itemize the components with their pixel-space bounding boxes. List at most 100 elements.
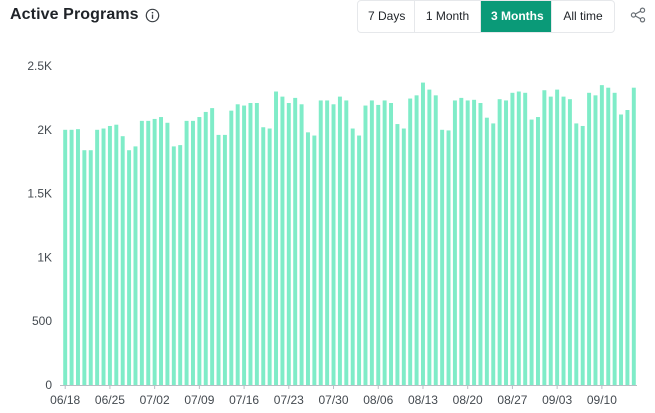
bar[interactable] (293, 97, 298, 386)
range-all-time-button[interactable]: All time (563, 9, 603, 23)
bar[interactable] (446, 130, 451, 385)
info-circle-icon[interactable] (145, 8, 160, 23)
bar[interactable] (414, 95, 419, 385)
bar[interactable] (139, 120, 144, 386)
y-tick-label: 1.5K (27, 187, 52, 201)
bar[interactable] (159, 117, 164, 385)
bar[interactable] (305, 132, 310, 385)
bar[interactable] (433, 95, 438, 385)
bar[interactable] (82, 150, 87, 385)
bar[interactable] (548, 96, 553, 385)
bar[interactable] (555, 89, 560, 386)
bar[interactable] (478, 103, 483, 385)
bar[interactable] (376, 104, 381, 386)
bar[interactable] (523, 92, 528, 386)
bar[interactable] (222, 134, 227, 385)
bar[interactable] (299, 104, 304, 385)
bar[interactable] (427, 89, 432, 386)
bar[interactable] (580, 125, 585, 385)
bar[interactable] (408, 98, 413, 385)
bar[interactable] (363, 105, 368, 385)
range-7-days-button[interactable]: 7 Days (358, 1, 415, 32)
bar[interactable] (254, 103, 259, 385)
bar[interactable] (420, 82, 425, 385)
bar[interactable] (165, 122, 170, 385)
bar[interactable] (459, 97, 464, 386)
bar[interactable] (529, 119, 534, 385)
share-icon[interactable] (630, 7, 646, 23)
bar[interactable] (357, 135, 362, 385)
bar[interactable] (248, 103, 253, 385)
bar[interactable] (382, 100, 387, 385)
bar[interactable] (63, 129, 68, 385)
bar[interactable] (535, 117, 540, 385)
bar[interactable] (133, 146, 138, 385)
bar[interactable] (229, 110, 234, 385)
bar[interactable] (184, 120, 189, 386)
bar[interactable] (350, 128, 355, 385)
bar[interactable] (516, 91, 521, 385)
bar[interactable] (203, 111, 208, 385)
bar[interactable] (171, 146, 176, 385)
bar[interactable] (280, 96, 285, 385)
bar[interactable] (146, 120, 151, 386)
bar[interactable] (120, 136, 125, 385)
bar[interactable] (389, 103, 394, 385)
x-tick-label: 07/30 (319, 393, 349, 407)
bar[interactable] (452, 100, 457, 385)
bar[interactable] (504, 100, 509, 385)
bar[interactable] (152, 118, 157, 385)
bar[interactable] (242, 105, 247, 385)
bar[interactable] (510, 92, 515, 386)
bar[interactable] (267, 128, 272, 385)
bar[interactable] (101, 128, 106, 385)
bar[interactable] (599, 85, 604, 385)
bar[interactable] (331, 104, 336, 385)
bar[interactable] (491, 123, 496, 386)
bar[interactable] (197, 117, 202, 385)
bar[interactable] (472, 99, 477, 385)
bar[interactable] (190, 120, 195, 386)
bar[interactable] (369, 100, 374, 385)
bar[interactable] (587, 92, 592, 386)
bar[interactable] (210, 108, 215, 386)
bar[interactable] (337, 96, 342, 385)
bar[interactable] (318, 100, 323, 385)
bar[interactable] (261, 127, 266, 385)
bar[interactable] (325, 100, 330, 385)
bar[interactable] (216, 134, 221, 385)
x-tick-label: 07/02 (140, 393, 170, 407)
range-3-months-button[interactable]: 3 Months (481, 1, 552, 32)
bar[interactable] (107, 125, 112, 385)
bar[interactable] (612, 92, 617, 386)
bar[interactable] (178, 145, 183, 385)
bar[interactable] (593, 95, 598, 385)
range-1-month-button[interactable]: 1 Month (415, 1, 481, 32)
bar[interactable] (440, 129, 445, 385)
bar[interactable] (395, 124, 400, 385)
bar[interactable] (625, 110, 630, 386)
bar[interactable] (484, 117, 489, 386)
bar[interactable] (401, 128, 406, 385)
bar[interactable] (235, 104, 240, 385)
bar[interactable] (619, 114, 624, 386)
bar[interactable] (344, 100, 349, 385)
bar[interactable] (75, 129, 80, 385)
bar[interactable] (312, 135, 317, 385)
bar[interactable] (542, 90, 547, 386)
bar[interactable] (497, 99, 502, 386)
bar[interactable] (574, 123, 579, 386)
bar[interactable] (561, 96, 566, 385)
bar[interactable] (69, 129, 74, 385)
bar[interactable] (88, 150, 93, 385)
bar[interactable] (567, 99, 572, 386)
bar[interactable] (114, 124, 119, 385)
bar[interactable] (274, 91, 279, 385)
bar[interactable] (465, 100, 470, 385)
bar[interactable] (286, 103, 291, 385)
title-group: Active Programs (10, 6, 160, 24)
bar[interactable] (127, 150, 132, 385)
bar[interactable] (631, 87, 636, 385)
bar[interactable] (606, 87, 611, 385)
bar[interactable] (95, 129, 100, 385)
